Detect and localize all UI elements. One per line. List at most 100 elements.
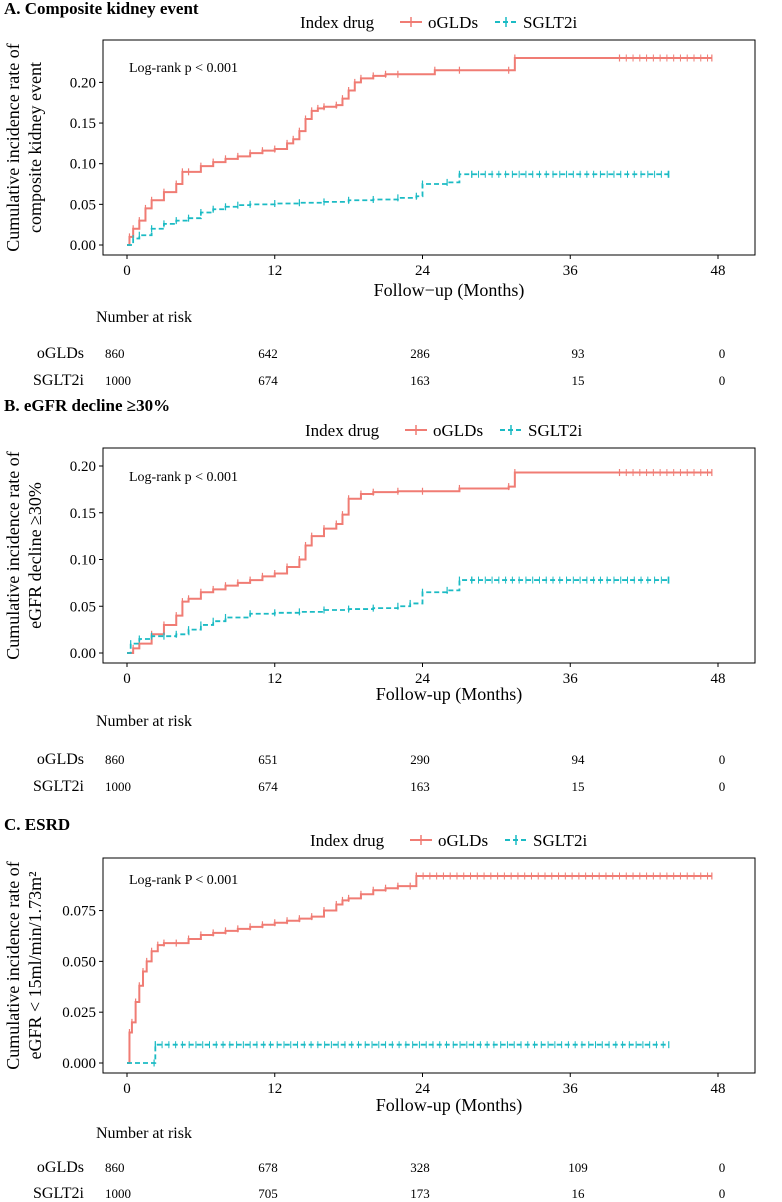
risk-value: 0	[719, 779, 726, 794]
legend: Index drug oGLDs SGLT2i	[310, 831, 587, 850]
risk-value: 860	[105, 1160, 125, 1175]
risk-row-label: SGLT2i	[33, 372, 85, 389]
panel-a: A. Composite kidney event Index drug oGLDs…	[3, 0, 756, 389]
x-tick-label: 12	[267, 1081, 282, 1097]
panel-b: B. eGFR decline ≥30% Index drug oGLDs SGLT2…	[3, 396, 756, 795]
risk-value: 860	[105, 752, 125, 767]
risk-row-label: SGLT2i	[33, 778, 85, 795]
y-tick-label: 0.050	[62, 954, 96, 970]
x-tick-label: 36	[563, 263, 579, 279]
panel-title: C. ESRD	[4, 815, 70, 834]
plot-frame	[102, 857, 756, 1074]
x-tick-label: 12	[267, 671, 282, 687]
series-line-ogld	[127, 875, 712, 1064]
risk-value: 860	[105, 346, 125, 361]
risk-table: Number at risk oGLDs 860 651 290 94 0 SGLT2i 100…	[33, 713, 725, 795]
risk-value: 15	[572, 779, 585, 794]
series-line-sglt	[127, 1043, 669, 1064]
x-tick-label: 36	[563, 671, 579, 687]
x-tick-label: 48	[711, 263, 726, 279]
risk-value: 0	[719, 1160, 726, 1175]
risk-row-label: oGLDs	[37, 1159, 84, 1176]
legend-label-sglt: SGLT2i	[533, 831, 587, 850]
legend-label-sglt: SGLT2i	[528, 421, 582, 440]
risk-value: 15	[572, 373, 585, 388]
risk-value: 328	[410, 1160, 430, 1175]
y-axis-label: eGFR decline ≥30%	[25, 482, 45, 629]
risk-table-header: Number at risk	[96, 309, 192, 326]
risk-value: 0	[719, 1186, 726, 1201]
logrank-annotation: Log-rank p < 0.001	[129, 470, 238, 485]
x-axis-label: Follow−up (Months)	[374, 280, 525, 301]
risk-value: 163	[410, 373, 430, 388]
x-axis-label: Follow-up (Months)	[376, 1095, 523, 1116]
y-tick-label: 0.075	[62, 904, 96, 920]
y-axis-label: Cumulative incidence rate of	[3, 43, 23, 251]
x-tick-label: 0	[123, 671, 131, 687]
logrank-annotation: Log-rank P < 0.001	[129, 873, 238, 888]
legend: Index drug oGLDs SGLT2i	[300, 13, 577, 32]
x-tick-label: 24	[415, 263, 431, 279]
y-tick-label: 0.05	[70, 197, 96, 213]
x-tick-label: 24	[415, 671, 431, 687]
risk-value: 0	[719, 346, 726, 361]
y-axis-label: Cumulative incidence rate of	[3, 861, 23, 1069]
panel-title: B. eGFR decline ≥30%	[4, 396, 170, 415]
x-axis-label: Follow-up (Months)	[376, 684, 523, 705]
risk-value: 642	[258, 346, 278, 361]
panel-c: C. ESRD Index drug oGLDs SGLT2i 0.000 0.025 0.…	[3, 815, 756, 1202]
series-line-ogld	[127, 57, 712, 246]
legend-title: Index drug	[305, 421, 380, 440]
y-tick-label: 0.15	[70, 116, 96, 132]
risk-row-label: oGLDs	[37, 345, 84, 362]
risk-value: 0	[719, 752, 726, 767]
y-axis-label: Cumulative incidence rate of	[3, 451, 23, 659]
logrank-annotation: Log-rank p < 0.001	[129, 61, 238, 76]
y-tick-label: 0.20	[70, 459, 96, 475]
series-line-sglt	[127, 579, 669, 654]
legend-label-ogld: oGLDs	[438, 831, 488, 850]
risk-value: 173	[410, 1186, 430, 1201]
y-tick-label: 0.000	[62, 1056, 96, 1072]
y-tick-label: 0.00	[70, 238, 96, 254]
risk-table: Number at risk oGLDs 860 678 328 109 0 SGLT2i 10…	[33, 1125, 725, 1202]
risk-table-header: Number at risk	[96, 1125, 192, 1142]
x-tick-label: 0	[123, 1081, 131, 1097]
risk-value: 1000	[105, 1186, 131, 1201]
legend: Index drug oGLDs SGLT2i	[305, 421, 582, 440]
y-tick-label: 0.10	[70, 157, 96, 173]
y-tick-label: 0.025	[62, 1005, 96, 1021]
risk-value: 674	[258, 373, 278, 388]
y-tick-label: 0.10	[70, 553, 96, 569]
risk-row-label: SGLT2i	[33, 1185, 85, 1202]
risk-value: 290	[410, 752, 430, 767]
risk-value: 94	[572, 752, 586, 767]
risk-value: 1000	[105, 373, 131, 388]
risk-value: 651	[258, 752, 278, 767]
panel-title: A. Composite kidney event	[4, 0, 199, 18]
x-tick-label: 0	[123, 263, 131, 279]
x-tick-label: 12	[267, 263, 282, 279]
y-tick-label: 0.05	[70, 599, 96, 615]
risk-value: 674	[258, 779, 278, 794]
y-tick-label: 0.15	[70, 506, 96, 522]
legend-label-ogld: oGLDs	[428, 13, 478, 32]
x-tick-label: 24	[415, 1081, 431, 1097]
plot-frame	[102, 39, 756, 256]
legend-title: Index drug	[300, 13, 375, 32]
y-axis-label: composite kidney event	[25, 62, 45, 233]
x-tick-label: 48	[711, 1081, 726, 1097]
x-tick-label: 48	[711, 671, 726, 687]
risk-value: 16	[572, 1186, 586, 1201]
risk-value: 109	[568, 1160, 588, 1175]
legend-title: Index drug	[310, 831, 385, 850]
risk-value: 678	[258, 1160, 278, 1175]
risk-table-header: Number at risk	[96, 713, 192, 730]
risk-value: 705	[258, 1186, 278, 1201]
risk-value: 0	[719, 373, 726, 388]
series-line-ogld	[127, 471, 712, 654]
risk-value: 163	[410, 779, 430, 794]
y-axis-label: eGFR < 15ml/min/1.73m²	[25, 871, 45, 1059]
risk-value: 93	[572, 346, 585, 361]
